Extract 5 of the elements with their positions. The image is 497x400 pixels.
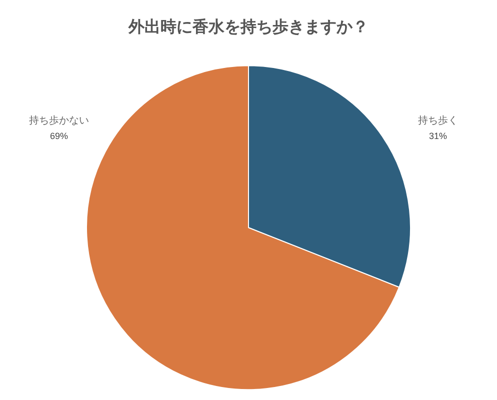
slice-label: 持ち歩かない	[28, 114, 89, 126]
data-label: 69%	[50, 131, 68, 142]
chart-title: 外出時に香水を持ち歩きますか？	[128, 16, 368, 36]
data-label: 31%	[429, 131, 448, 142]
slice-label: 持ち歩く	[418, 114, 458, 126]
